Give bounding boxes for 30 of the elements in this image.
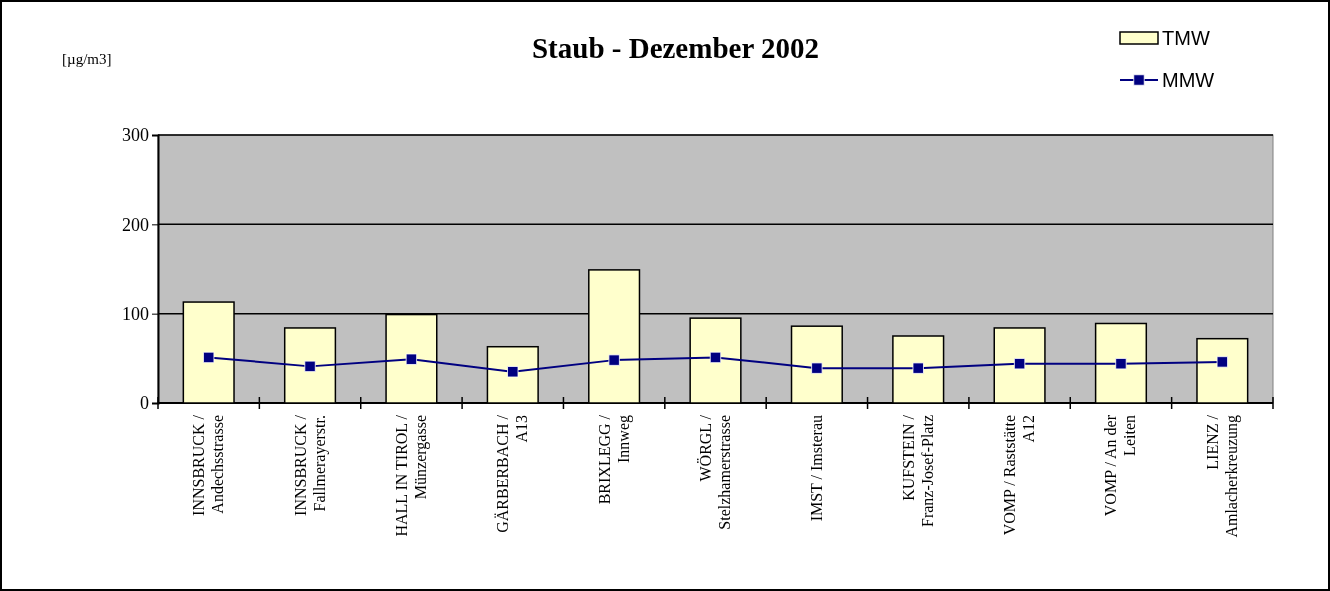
point	[304, 360, 316, 373]
chart-title: Staub - Dezember 2002	[531, 32, 820, 64]
y-tick-label: 200	[122, 214, 149, 235]
legend-label: TMW	[1162, 27, 1210, 49]
y-axis-title: [µg/m3]	[62, 51, 112, 67]
legend-label: MMW	[1162, 69, 1215, 91]
point	[1216, 356, 1228, 368]
y-tick-label: 0	[140, 393, 149, 414]
point	[709, 351, 722, 364]
point	[608, 354, 620, 366]
point	[1013, 358, 1026, 370]
point	[912, 362, 924, 374]
point	[811, 362, 823, 374]
point	[1115, 358, 1127, 370]
x-tick-label: KUFSTEIN / Franz-Josef-Platz	[899, 414, 936, 527]
x-tick-label: INNSBRUCK / Fallmerayerstr.	[291, 414, 329, 516]
x-tick-label: HALL IN TIROL / Münzergasse	[392, 414, 430, 537]
x-tick-label: GÄRBERBACH / A13	[494, 414, 531, 533]
x-tick-label: VOMP / An der Leiten	[1102, 414, 1139, 517]
x-tick-label: VOMP / Raststätte A12	[1001, 415, 1038, 536]
point	[507, 366, 519, 378]
point	[203, 351, 215, 364]
y-tick-label: 300	[122, 125, 149, 146]
x-tick-label: IMST / Imsterau	[807, 415, 825, 522]
point	[405, 353, 418, 365]
x-tick-label: INNSBRUCK / Andechsstrasse	[190, 414, 227, 516]
x-tick-label: BRIXLEGG / Innweg	[595, 414, 633, 505]
y-tick-label: 100	[122, 303, 149, 324]
x-tick-label: WÖRGL / Stelzhamerstrasse	[697, 414, 733, 530]
x-tick-label: LIENZ / Amlacherkreuzung	[1203, 414, 1241, 538]
